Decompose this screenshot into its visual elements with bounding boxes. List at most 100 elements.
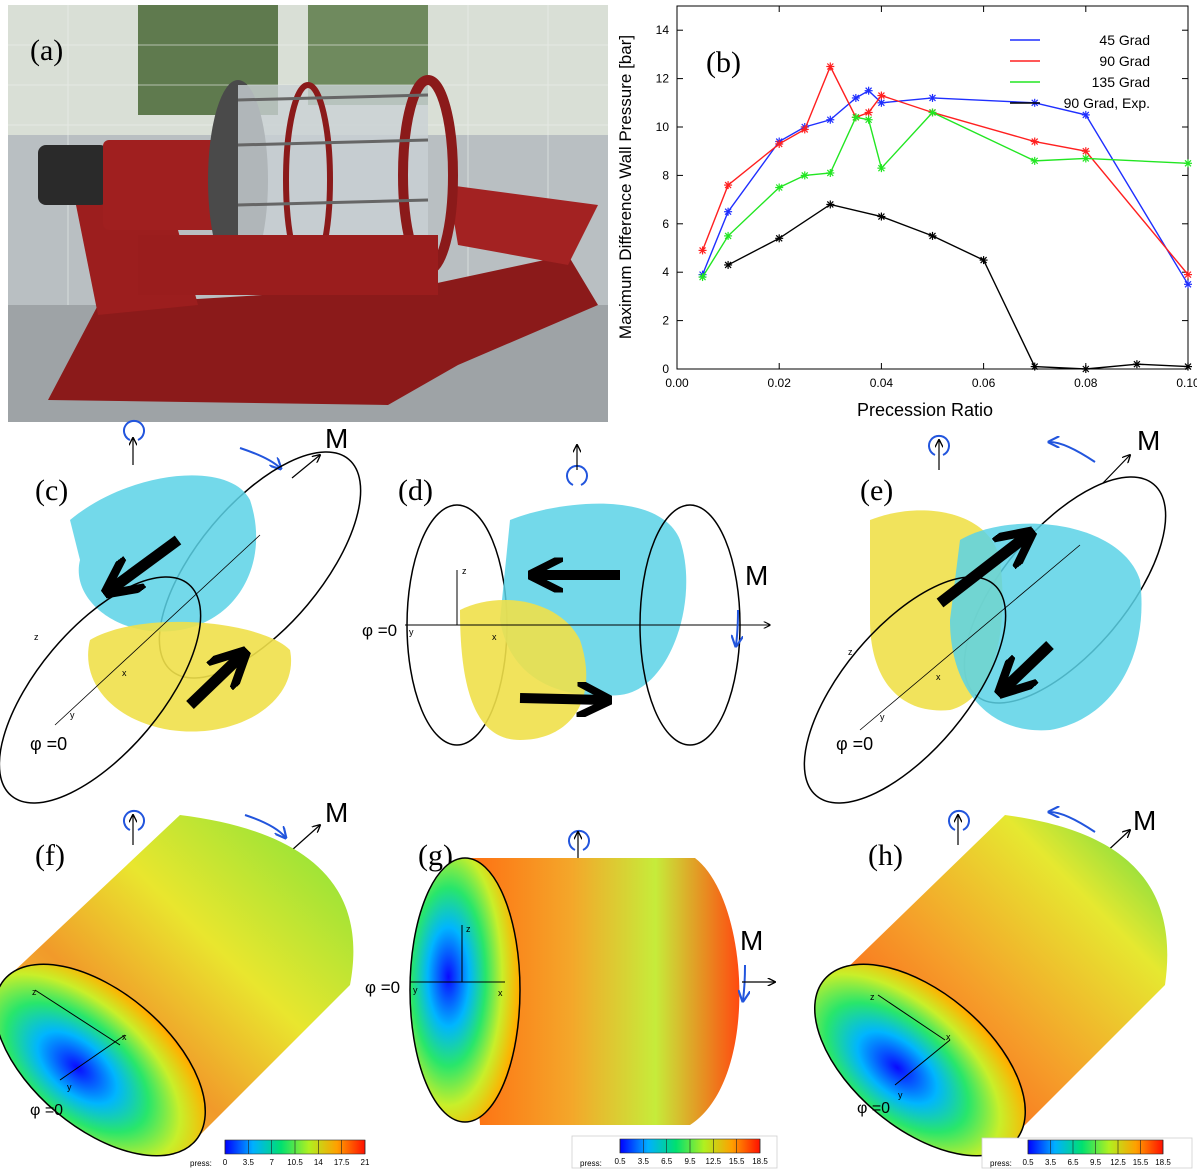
x-axis-tick: x xyxy=(498,988,503,998)
precession-arrow-icon xyxy=(239,447,280,468)
series-line-3 xyxy=(727,203,1189,370)
phi-zero-label: φ =0 xyxy=(362,621,397,640)
data-point xyxy=(864,108,873,117)
data-point xyxy=(724,181,733,190)
colorbar-title: press: xyxy=(190,1159,212,1168)
panel-label-a: (a) xyxy=(30,34,63,67)
y-axis-tick: y xyxy=(67,1082,72,1092)
x-tick-label: 0.06 xyxy=(972,376,996,390)
data-point xyxy=(1081,147,1090,156)
panel-label-c: (c) xyxy=(35,474,68,507)
series-lines xyxy=(698,62,1192,373)
phi-zero-label: φ =0 xyxy=(30,734,67,754)
rotation-icon xyxy=(123,419,145,441)
colorbar-tick-label: 10.5 xyxy=(287,1158,303,1167)
x-tick-label: 0.02 xyxy=(768,376,792,390)
y-axis-tick: y xyxy=(898,1090,903,1100)
y-axis-tick: y xyxy=(70,710,75,720)
y-tick-label: 2 xyxy=(662,314,669,328)
y-tick-label: 8 xyxy=(662,168,669,182)
data-point xyxy=(698,273,707,282)
colorbar-tick-label: 6.5 xyxy=(661,1157,673,1166)
y-tick-label: 6 xyxy=(662,217,669,231)
colorbar-title: press: xyxy=(990,1159,1012,1168)
colorbar-title: press: xyxy=(580,1159,602,1168)
data-point xyxy=(979,256,988,265)
y-tick-label: 14 xyxy=(656,23,670,37)
isosurface-panel-c: M φ =0 z x y xyxy=(0,419,362,804)
z-axis-tick: z xyxy=(870,992,875,1002)
colorbar-tick-label: 21 xyxy=(361,1158,370,1167)
legend-entry: 90 Grad xyxy=(1099,53,1150,69)
x-tick-label: 0.00 xyxy=(665,376,689,390)
precession-arrow-icon xyxy=(1050,442,1096,463)
x-tick-label: 0.08 xyxy=(1074,376,1098,390)
y-axis-label: Maximum Difference Wall Pressure [bar] xyxy=(616,35,635,339)
colorbar-tick-label: 3.5 xyxy=(1045,1158,1057,1167)
m-label: M xyxy=(740,925,763,956)
data-point xyxy=(800,171,809,180)
legend-entry: 90 Grad, Exp. xyxy=(1064,95,1150,111)
y-tick-label: 4 xyxy=(662,265,669,279)
y-axis-tick: y xyxy=(413,985,418,995)
rotation-icon xyxy=(928,434,950,456)
data-point xyxy=(1184,280,1192,289)
data-point xyxy=(1081,110,1090,119)
data-point xyxy=(1081,365,1090,373)
data-point xyxy=(928,93,937,102)
x-tick-label: 0.04 xyxy=(870,376,894,390)
series-line-0 xyxy=(701,89,1189,285)
phi-zero-label: φ =0 xyxy=(365,978,400,997)
data-point xyxy=(826,168,835,177)
data-point xyxy=(1030,362,1039,371)
data-point xyxy=(864,86,873,95)
pressure-panel-g: M φ =0 z y x press: 0.5 3.5 6.5 9.5 12.5 15.5… xyxy=(365,829,778,1169)
colorbar-tick-label: 0.5 xyxy=(614,1157,626,1166)
y-tick-label: 0 xyxy=(662,362,669,376)
m-label: M xyxy=(325,797,348,828)
colorbar-tick-label: 9.5 xyxy=(1090,1158,1102,1167)
series-line-1 xyxy=(701,64,1189,276)
colorbar-tick-label: 18.5 xyxy=(1155,1158,1171,1167)
data-point xyxy=(851,93,860,102)
isosurface-panel-e: M φ =0 z x y xyxy=(803,425,1167,804)
legend-entry: 45 Grad xyxy=(1099,32,1150,48)
z-axis-tick: z xyxy=(32,987,37,997)
precession-arrow-icon xyxy=(244,814,285,837)
data-point xyxy=(877,91,886,100)
z-axis-tick: z xyxy=(34,632,39,642)
data-point xyxy=(775,183,784,192)
precession-arrow-icon xyxy=(1050,812,1096,833)
phi-zero-label: φ =0 xyxy=(836,734,873,754)
isosurface-panel-d: M φ =0 z y x xyxy=(362,445,770,746)
phi-zero-label: φ =0 xyxy=(857,1100,890,1117)
phi-zero-label: φ =0 xyxy=(30,1102,63,1119)
colorbar-ticks: 0.5 3.5 6.5 9.5 12.5 15.5 18.5 xyxy=(614,1139,768,1166)
pressure-chart: 0.00 0.02 0.04 0.06 0.08 0.10 0 2 4 6 8 10 12 14 45 … xyxy=(616,5,1197,420)
panel-label-f: (f) xyxy=(35,839,65,872)
plot-frame xyxy=(676,5,1189,370)
data-point xyxy=(1030,137,1039,146)
pressure-panel-h: M φ =0 z x y press: 0.5 3.5 6.5 9.5 12.5 15.5… xyxy=(813,805,1193,1169)
data-point xyxy=(1184,270,1192,279)
data-point xyxy=(826,62,835,71)
x-axis-tick: x xyxy=(936,672,941,682)
data-point xyxy=(1132,360,1141,369)
data-point xyxy=(1184,159,1192,168)
panel-label-b: (b) xyxy=(706,46,741,79)
rotation-icon xyxy=(948,809,970,831)
series-line-2 xyxy=(701,111,1189,278)
data-point xyxy=(698,246,707,255)
data-point xyxy=(877,212,886,221)
data-point xyxy=(877,98,886,107)
panel-label-e: (e) xyxy=(860,474,893,507)
data-point xyxy=(1030,156,1039,165)
m-label: M xyxy=(325,423,348,454)
colorbar-tick-label: 7 xyxy=(269,1158,274,1167)
data-point xyxy=(851,113,860,122)
panel-label-d: (d) xyxy=(398,474,433,507)
colorbar-tick-label: 14 xyxy=(314,1158,323,1167)
colorbar-ticks: 0 3.5 7 10.5 14 17.5 21 xyxy=(223,1140,370,1167)
legend: 45 Grad 90 Grad 135 Grad 90 Grad, Exp. xyxy=(1010,32,1150,111)
